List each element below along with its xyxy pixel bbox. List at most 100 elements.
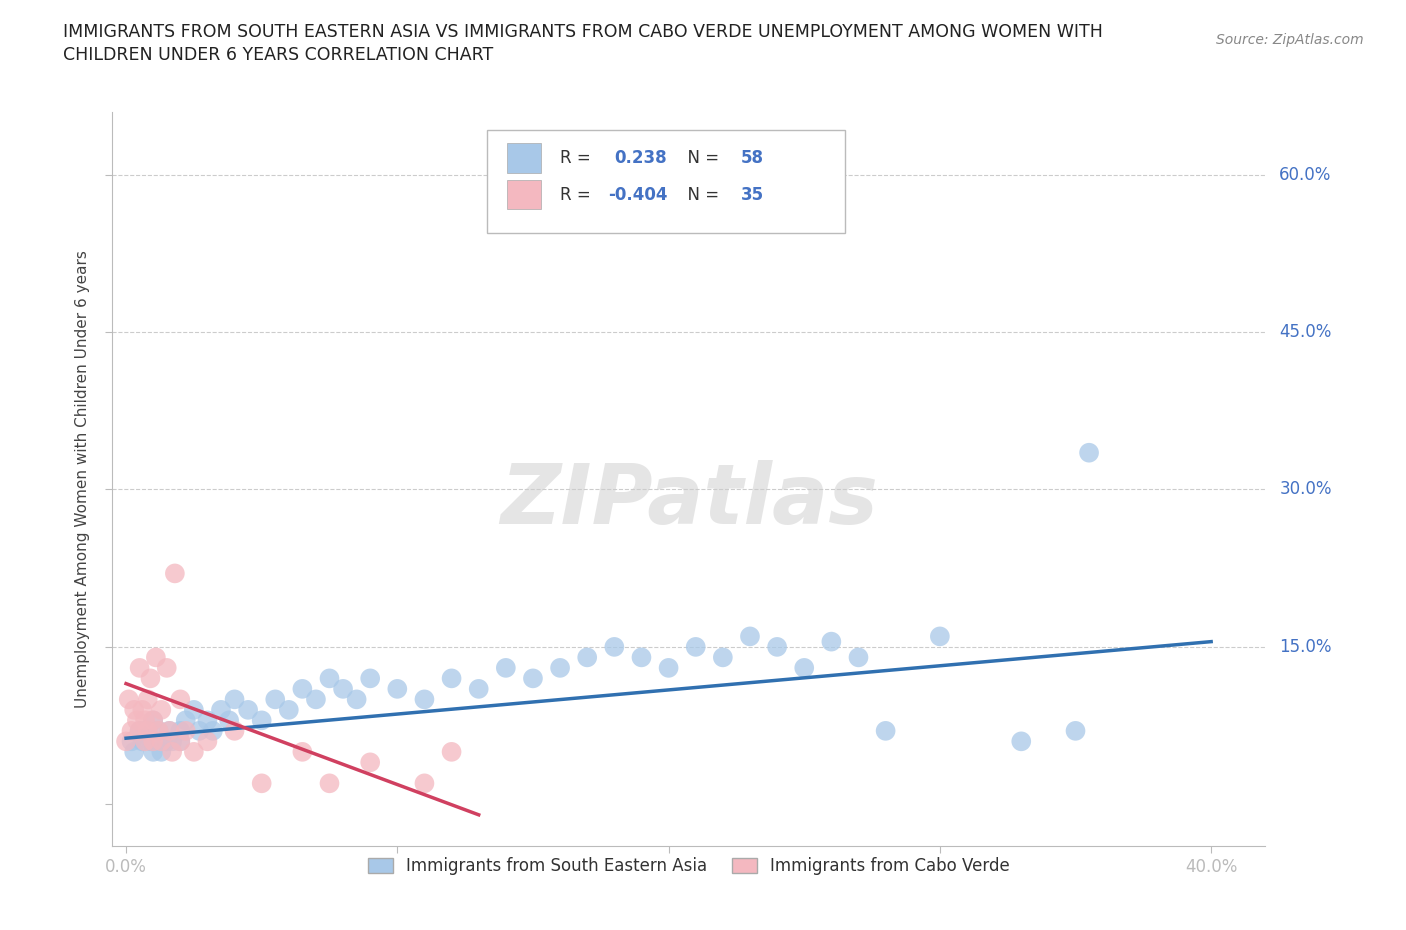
Text: 30.0%: 30.0% xyxy=(1279,481,1331,498)
Y-axis label: Unemployment Among Women with Children Under 6 years: Unemployment Among Women with Children U… xyxy=(75,250,90,708)
Point xyxy=(156,734,179,749)
Point xyxy=(174,724,197,738)
Point xyxy=(875,724,897,738)
Point xyxy=(121,734,143,749)
Point xyxy=(201,724,224,738)
Point xyxy=(218,713,240,728)
Point xyxy=(658,660,681,675)
Point xyxy=(346,692,368,707)
Point xyxy=(159,724,181,738)
Point xyxy=(142,713,165,728)
Point xyxy=(318,776,340,790)
Point xyxy=(122,702,145,717)
Text: CHILDREN UNDER 6 YEARS CORRELATION CHART: CHILDREN UNDER 6 YEARS CORRELATION CHART xyxy=(63,46,494,64)
Text: 0.238: 0.238 xyxy=(614,149,666,166)
Point xyxy=(413,776,436,790)
Point xyxy=(134,713,156,728)
Point xyxy=(440,744,463,759)
FancyBboxPatch shape xyxy=(506,179,541,209)
Point xyxy=(793,660,815,675)
Point xyxy=(291,744,314,759)
Point xyxy=(131,734,153,749)
Point xyxy=(118,692,141,707)
Point xyxy=(134,724,156,738)
Point xyxy=(711,650,734,665)
Point xyxy=(1010,734,1032,749)
Text: IMMIGRANTS FROM SOUTH EASTERN ASIA VS IMMIGRANTS FROM CABO VERDE UNEMPLOYMENT AM: IMMIGRANTS FROM SOUTH EASTERN ASIA VS IM… xyxy=(63,23,1104,41)
Point xyxy=(603,640,626,655)
Point xyxy=(1078,445,1101,460)
Point xyxy=(236,702,259,717)
Point xyxy=(136,724,159,738)
Point xyxy=(188,724,211,738)
Point xyxy=(169,734,191,749)
Text: N =: N = xyxy=(678,149,724,166)
Text: ZIPatlas: ZIPatlas xyxy=(501,460,877,541)
Text: 58: 58 xyxy=(741,149,763,166)
Point xyxy=(359,755,381,770)
Text: 45.0%: 45.0% xyxy=(1279,323,1331,341)
Point xyxy=(359,671,381,685)
Point xyxy=(142,713,165,728)
Point xyxy=(163,566,186,581)
Text: 15.0%: 15.0% xyxy=(1279,638,1331,656)
Point xyxy=(183,702,205,717)
Point xyxy=(136,692,159,707)
Point xyxy=(150,702,173,717)
Point xyxy=(145,650,167,665)
Point xyxy=(121,724,143,738)
Point xyxy=(136,724,159,738)
Point xyxy=(134,734,156,749)
Point xyxy=(332,682,354,697)
Point xyxy=(291,682,314,697)
Point xyxy=(169,734,191,749)
Point xyxy=(160,744,183,759)
Point xyxy=(387,682,409,697)
Point xyxy=(148,724,170,738)
Point xyxy=(630,650,652,665)
Text: -0.404: -0.404 xyxy=(609,186,668,204)
Text: R =: R = xyxy=(560,149,596,166)
Point xyxy=(685,640,707,655)
Point xyxy=(224,724,246,738)
Point xyxy=(209,702,232,717)
Point xyxy=(413,692,436,707)
Point xyxy=(766,640,789,655)
Point xyxy=(820,634,842,649)
Point xyxy=(148,724,170,738)
Text: N =: N = xyxy=(678,186,724,204)
FancyBboxPatch shape xyxy=(488,130,845,232)
Point xyxy=(115,734,138,749)
Point xyxy=(169,692,191,707)
Text: R =: R = xyxy=(560,186,596,204)
Point xyxy=(142,744,165,759)
Point xyxy=(576,650,599,665)
Point xyxy=(305,692,328,707)
Point xyxy=(548,660,571,675)
Point xyxy=(467,682,489,697)
Point xyxy=(131,702,153,717)
Point xyxy=(150,734,173,749)
Point xyxy=(156,660,179,675)
Point xyxy=(128,660,150,675)
Text: Source: ZipAtlas.com: Source: ZipAtlas.com xyxy=(1216,33,1364,46)
Point xyxy=(738,629,761,644)
Legend: Immigrants from South Eastern Asia, Immigrants from Cabo Verde: Immigrants from South Eastern Asia, Immi… xyxy=(361,851,1017,882)
Text: 60.0%: 60.0% xyxy=(1279,166,1331,183)
Point xyxy=(440,671,463,685)
Point xyxy=(128,724,150,738)
Point xyxy=(150,744,173,759)
Point xyxy=(139,671,162,685)
Text: 35: 35 xyxy=(741,186,763,204)
Point xyxy=(1064,724,1087,738)
Point xyxy=(264,692,287,707)
Point xyxy=(125,713,148,728)
Point xyxy=(139,734,162,749)
Point xyxy=(522,671,544,685)
Point xyxy=(169,724,191,738)
Point xyxy=(250,776,273,790)
Point xyxy=(159,724,181,738)
Point xyxy=(848,650,870,665)
Point xyxy=(128,724,150,738)
Point xyxy=(197,713,219,728)
